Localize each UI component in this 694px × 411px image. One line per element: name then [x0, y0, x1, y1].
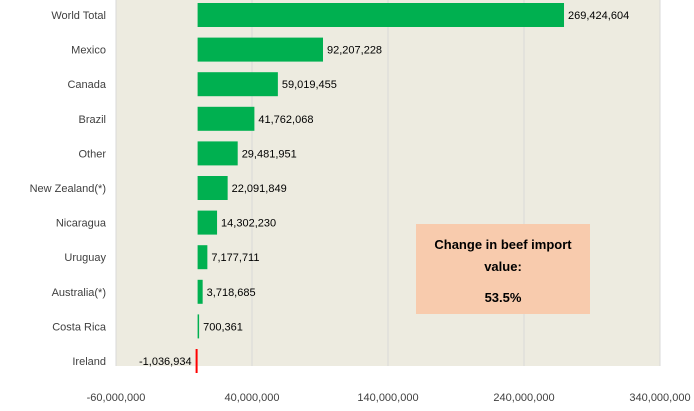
category-label: Australia(*): [52, 287, 106, 299]
value-label: -1,036,934: [139, 356, 192, 368]
bar: [197, 245, 208, 270]
category-label: Canada: [67, 79, 106, 91]
value-label: 41,762,068: [258, 114, 313, 126]
x-tick-label: 340,000,000: [629, 392, 690, 404]
value-label: 3,718,685: [207, 287, 256, 299]
bar: [197, 314, 200, 339]
value-label: 14,302,230: [221, 218, 276, 230]
x-tick-label: 240,000,000: [493, 392, 554, 404]
bar: [197, 210, 218, 235]
bar: [197, 279, 203, 304]
bar: [197, 3, 565, 27]
change-callout-box: Change in beef import value: 53.5%: [416, 224, 590, 314]
bar: [195, 349, 198, 373]
category-label: Brazil: [78, 114, 106, 126]
value-label: 92,207,228: [327, 45, 382, 57]
category-label: Ireland: [72, 356, 106, 368]
category-label: Costa Rica: [52, 321, 107, 333]
callout-title: Change in beef import value:: [434, 237, 572, 274]
bar: [197, 106, 255, 131]
callout-value: 53.5%: [484, 290, 522, 305]
bars: [195, 3, 565, 373]
x-tick-labels: -60,000,000 40,000,000 140,000,000 240,000,…: [87, 392, 691, 404]
value-label: 7,177,711: [211, 252, 259, 264]
value-label: 29,481,951: [242, 148, 297, 160]
value-label: 269,424,604: [568, 10, 629, 22]
category-labels: World Total Mexico Canada Brazil Other New Ze…: [30, 10, 107, 368]
category-label: World Total: [51, 10, 106, 22]
value-label: 22,091,849: [232, 183, 287, 195]
category-label: New Zealand(*): [30, 183, 106, 195]
value-labels: 269,424,604 92,207,228 59,019,455 41,762,06…: [139, 10, 629, 368]
x-tick-label: 140,000,000: [357, 392, 418, 404]
bar: [197, 141, 238, 166]
x-tick-label: 40,000,000: [224, 392, 279, 404]
bar: [197, 37, 324, 62]
value-label: 700,361: [203, 321, 243, 333]
category-label: Mexico: [71, 45, 106, 57]
x-tick-label: -60,000,000: [87, 392, 146, 404]
bar: [197, 72, 278, 97]
category-label: Nicaragua: [56, 218, 107, 230]
value-label: 59,019,455: [282, 79, 337, 91]
category-label: Other: [78, 148, 106, 160]
category-label: Uruguay: [64, 252, 106, 264]
bar: [197, 176, 228, 200]
